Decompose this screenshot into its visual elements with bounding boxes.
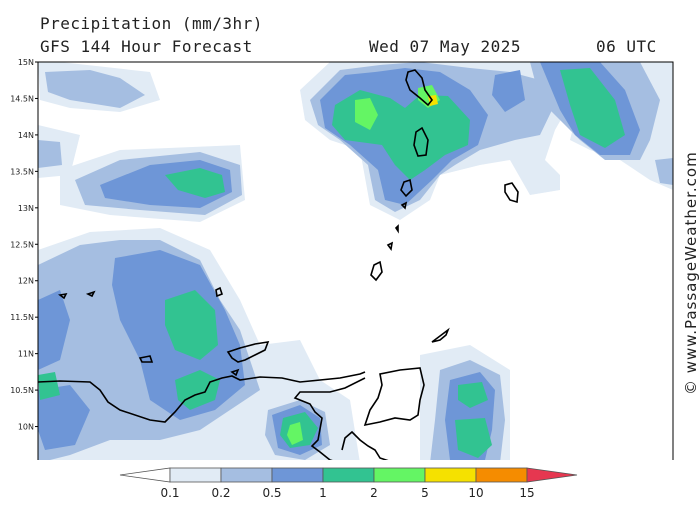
scale-labels: 0.1 0.2 0.5 1 2 5 10 15 — [160, 486, 534, 500]
barbados-outline — [504, 182, 519, 204]
scale-box — [220, 467, 273, 483]
map-frame — [37, 61, 674, 460]
lat-label: 12.5N — [10, 240, 34, 249]
scale-label: 5 — [421, 486, 429, 500]
tobago-outline — [431, 327, 450, 343]
grenadines-outline — [386, 201, 408, 251]
scale-box — [424, 467, 477, 483]
credit-text: © www.PassageWeather.com — [682, 151, 700, 395]
scale-label: 1 — [319, 486, 327, 500]
lat-label: 11.5N — [10, 313, 34, 322]
scale-label: 0.5 — [262, 486, 281, 500]
precip-layer — [38, 62, 673, 460]
scale-min-arrow — [119, 467, 171, 483]
scale-label: 15 — [519, 486, 534, 500]
st-vincent-outline — [400, 178, 413, 198]
martinique-outline — [405, 69, 433, 107]
venezuela-coast — [38, 371, 389, 460]
lat-label: 12N — [18, 277, 34, 286]
coastline-layer — [38, 69, 519, 460]
forecast-subtitle: GFS 144 Hour Forecast — [40, 37, 253, 56]
coche-outline — [230, 368, 240, 377]
scale-label: 0.1 — [160, 486, 179, 500]
lat-label: 10N — [18, 423, 34, 432]
lat-label: 13N — [18, 204, 34, 213]
st-lucia-outline — [413, 126, 429, 157]
scale-boxes — [119, 467, 578, 483]
latitude-labels: 15N 14.5N 14N 13.5N 13N 12.5N 12N 11.5N 11N 10.5N… — [10, 58, 34, 460]
lat-label: 9.5N — [15, 459, 34, 460]
los-roques-outline — [58, 290, 96, 300]
grenada-outline — [370, 260, 383, 282]
lat-label: 10.5N — [10, 386, 34, 395]
scale-label: 10 — [468, 486, 483, 500]
scale-box — [373, 467, 426, 483]
scale-box — [169, 467, 222, 483]
forecast-time: 06 UTC — [596, 37, 657, 56]
map-title: Precipitation (mm/3hr) — [40, 14, 263, 33]
lat-label: 13.5N — [10, 167, 34, 176]
trinidad-outline — [363, 367, 425, 427]
lat-label: 14N — [18, 131, 34, 140]
la-orchila-outline — [138, 355, 154, 363]
lat-label: 15N — [18, 58, 34, 67]
scale-label: 0.2 — [211, 486, 230, 500]
forecast-date: Wed 07 May 2025 — [369, 37, 521, 56]
color-scale-legend: 0.1 0.2 0.5 1 2 5 10 15 — [119, 467, 578, 500]
scale-box — [271, 467, 324, 483]
axis-ticks — [35, 61, 38, 428]
precipitation-map: 15N 14.5N 14N 13.5N 13N 12.5N 12N 11.5N 11N 10.5N… — [10, 58, 674, 460]
lat-label: 14.5N — [10, 94, 34, 103]
lat-label: 11N — [18, 350, 34, 359]
margarita-outline — [226, 341, 270, 363]
la-blanquilla-outline — [215, 286, 223, 298]
scale-label: 2 — [370, 486, 378, 500]
scale-max-arrow — [526, 467, 578, 483]
scale-box — [322, 467, 375, 483]
scale-box — [475, 467, 528, 483]
